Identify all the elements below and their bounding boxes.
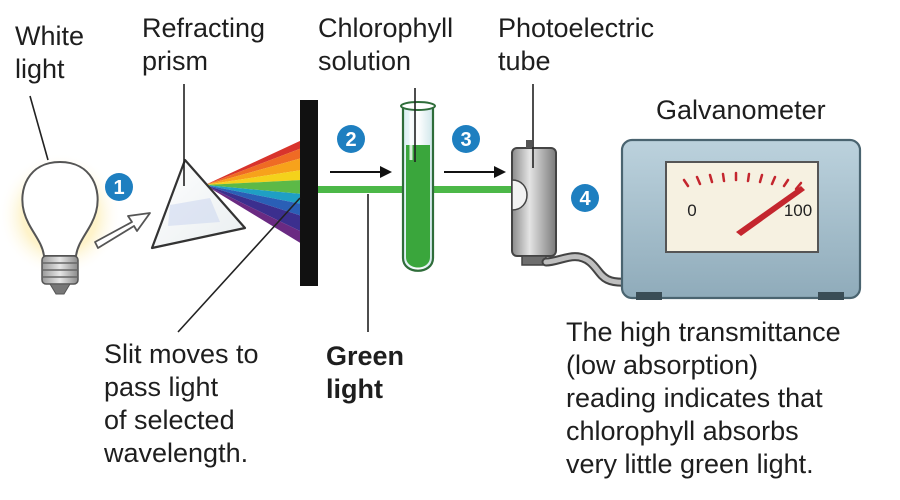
refracting-prism [150, 158, 247, 250]
white-light-label: White light [15, 21, 85, 84]
leader-lines [29, 84, 534, 333]
meter-needle [736, 186, 805, 236]
galvanometer-label: Galvanometer [656, 95, 826, 125]
photoelectric-tube [511, 140, 557, 266]
light-bulb-icon [0, 153, 122, 295]
meter-scale-min: 0 [687, 201, 696, 220]
chlorophyll-test-tube [400, 101, 436, 272]
step-badge-1: 1 [105, 173, 133, 201]
step-badge-4: 4 [571, 184, 599, 212]
step-badge-3: 3 [452, 125, 480, 153]
meter-scale-max: 100 [784, 201, 812, 220]
arrow-icon [94, 212, 151, 249]
green-light-label: Green light [326, 341, 405, 404]
step-number-1: 1 [113, 177, 124, 199]
step-number-3: 3 [460, 129, 471, 151]
spectrum-beam [205, 140, 302, 244]
galvanometer [620, 138, 862, 300]
slit-plate [300, 100, 318, 286]
photoelectric-label: Photoelectric tube [498, 13, 655, 76]
step-number-4: 4 [579, 188, 591, 210]
transmittance-note: The high transmittance (low absorption) … [566, 317, 841, 479]
slit-label: Slit moves to pass light of selected wav… [104, 339, 259, 468]
meter-face [665, 161, 819, 253]
prism-label: Refracting prism [142, 13, 266, 76]
chlorophyll-label: Chlorophyll solution [318, 13, 454, 76]
step-arrow-2 [330, 166, 392, 178]
step-badge-2: 2 [337, 125, 365, 153]
step-number-2: 2 [345, 129, 356, 151]
step-arrow-3 [444, 166, 506, 178]
